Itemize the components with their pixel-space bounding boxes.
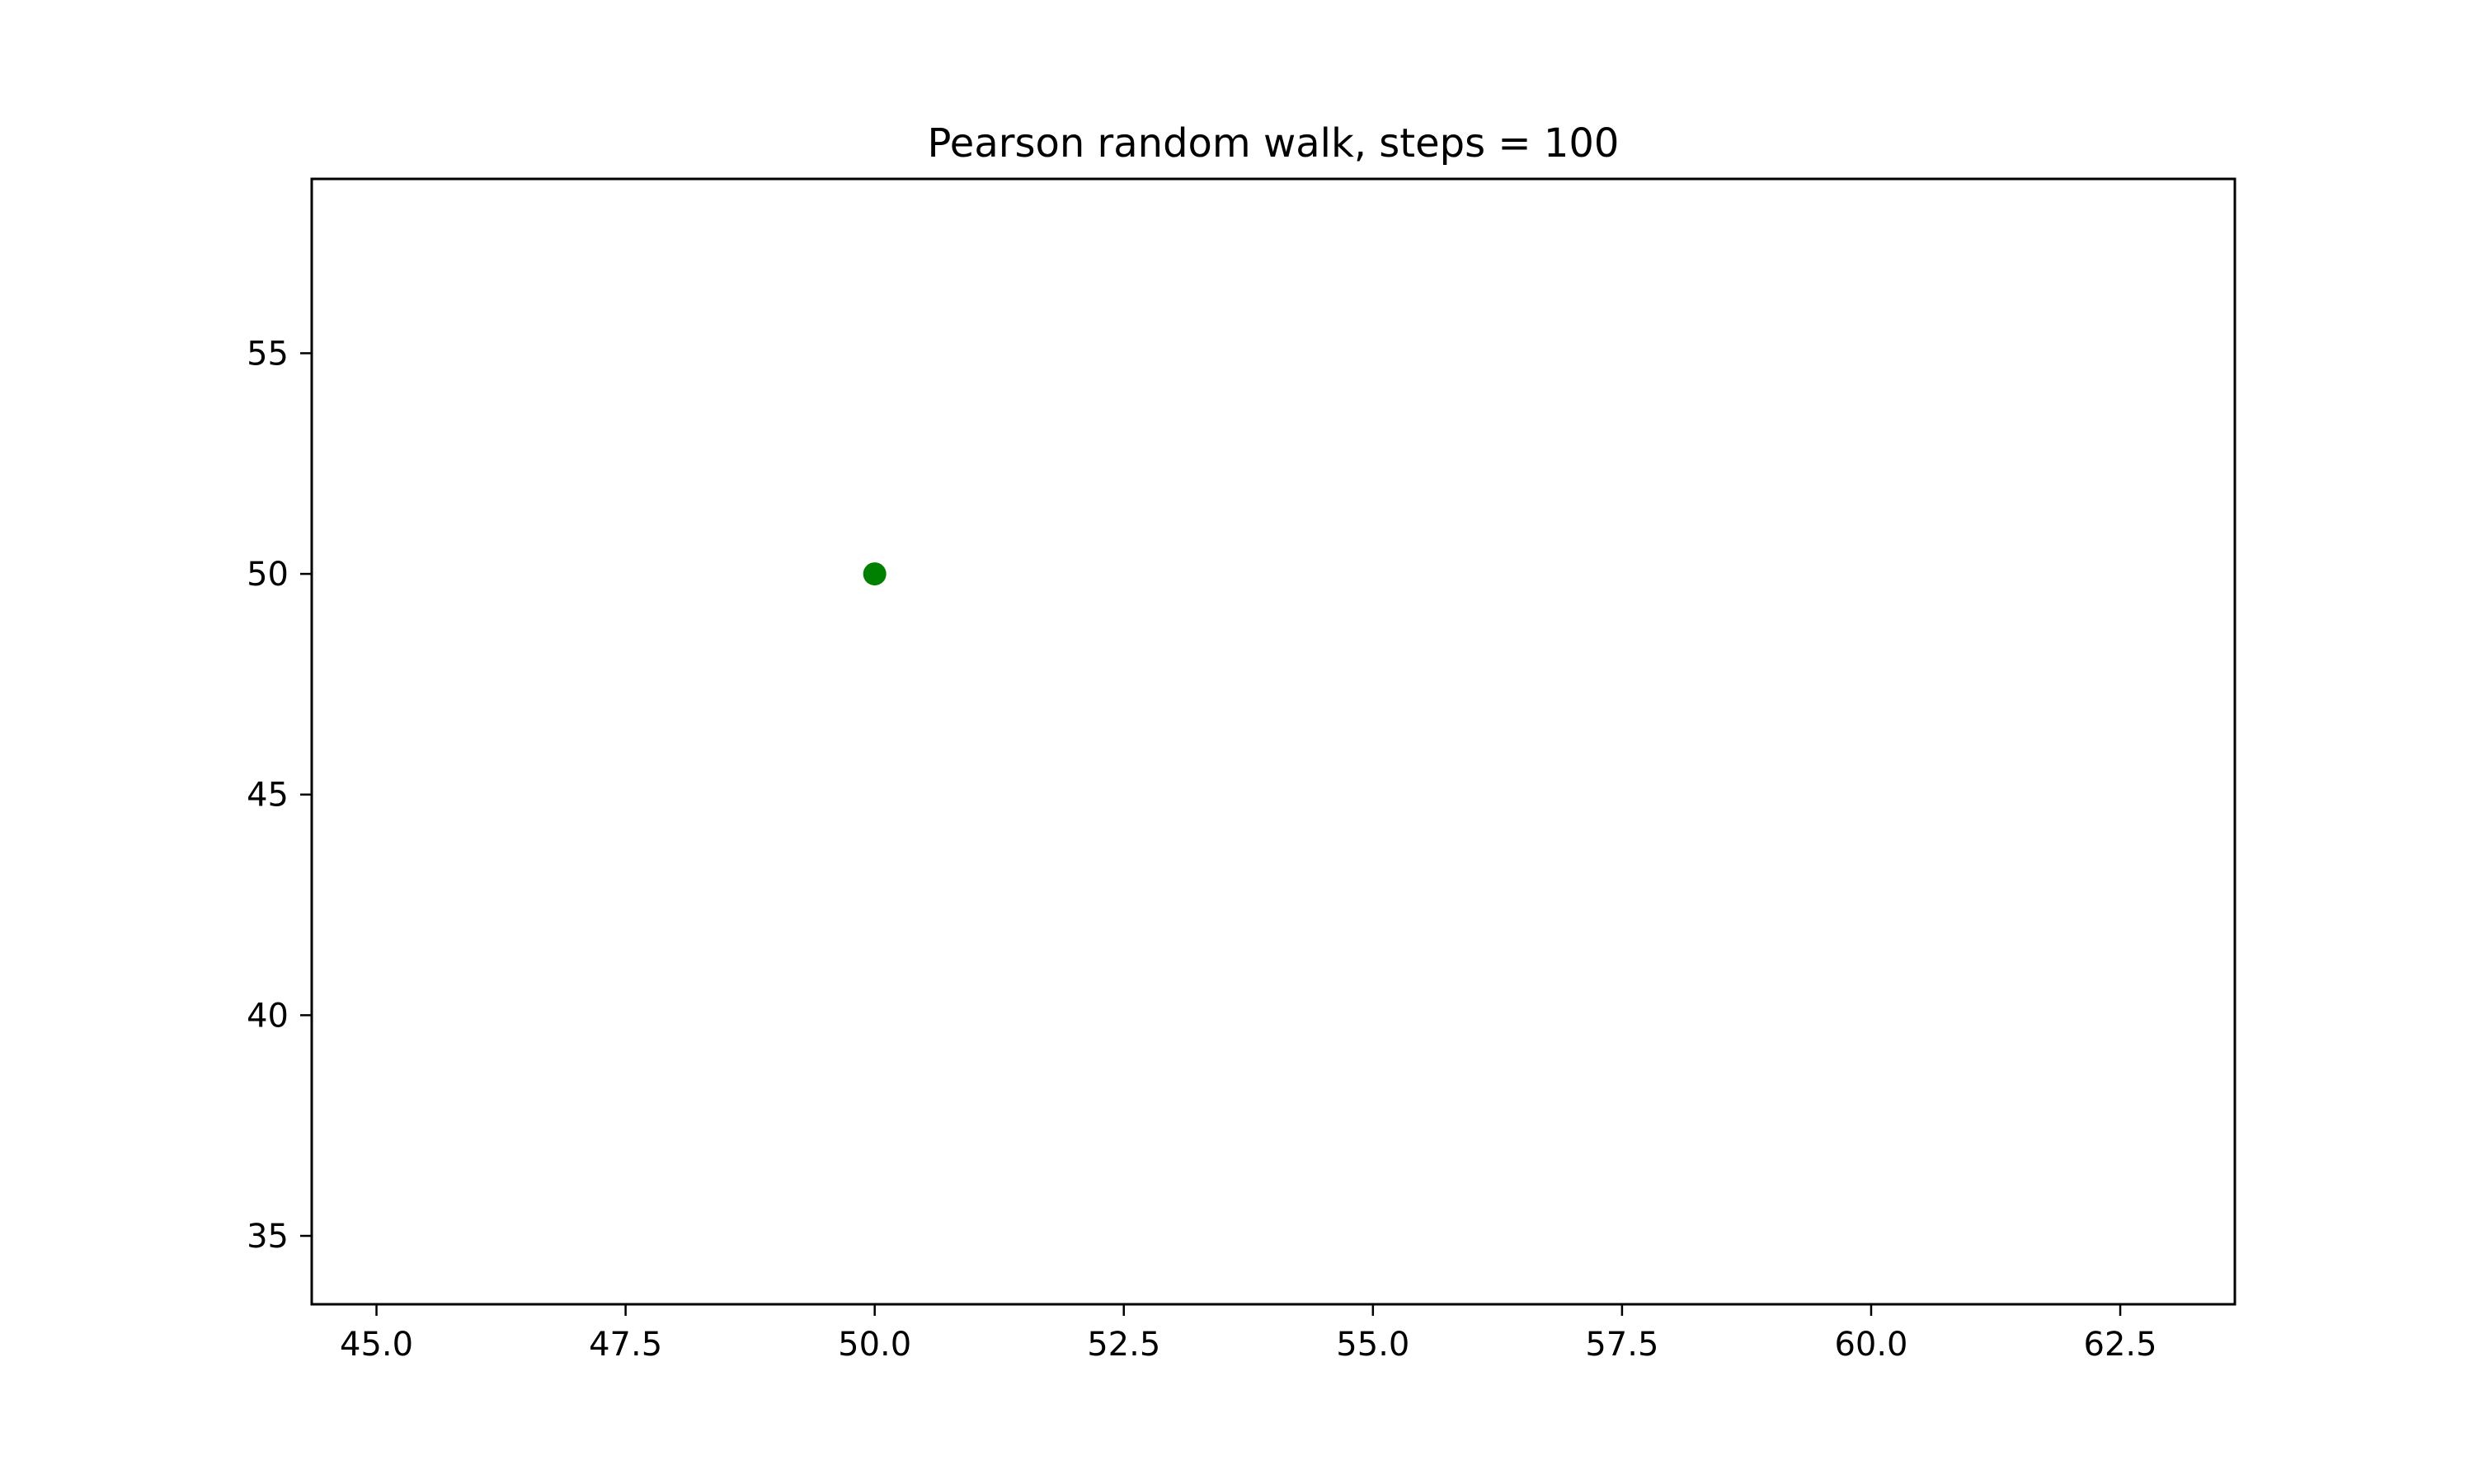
y-tick-label: 45	[247, 777, 289, 815]
data-point-0-0	[863, 562, 887, 586]
x-tick-label: 62.5	[2084, 1326, 2157, 1364]
x-tick-label: 55.0	[1336, 1326, 1409, 1364]
axes-frame	[310, 177, 2236, 1306]
y-tick-label: 40	[247, 997, 289, 1035]
x-tick-label: 60.0	[1834, 1326, 1907, 1364]
chart-title: Pearson random walk, steps = 100	[928, 120, 1620, 167]
y-tick-label: 35	[247, 1218, 289, 1256]
x-tick-label: 57.5	[1585, 1326, 1658, 1364]
x-tick-label: 50.0	[838, 1326, 911, 1364]
x-tick-label: 52.5	[1087, 1326, 1160, 1364]
x-tick-label: 47.5	[589, 1326, 662, 1364]
y-tick-label: 55	[247, 335, 289, 373]
x-tick-label: 45.0	[340, 1326, 413, 1364]
plot-area: 45.0 47.5 50.0 52.5 55.0 57.5 60.0 62.5 35 40 45 50…	[247, 177, 2236, 1364]
y-tick-label: 50	[247, 556, 289, 594]
